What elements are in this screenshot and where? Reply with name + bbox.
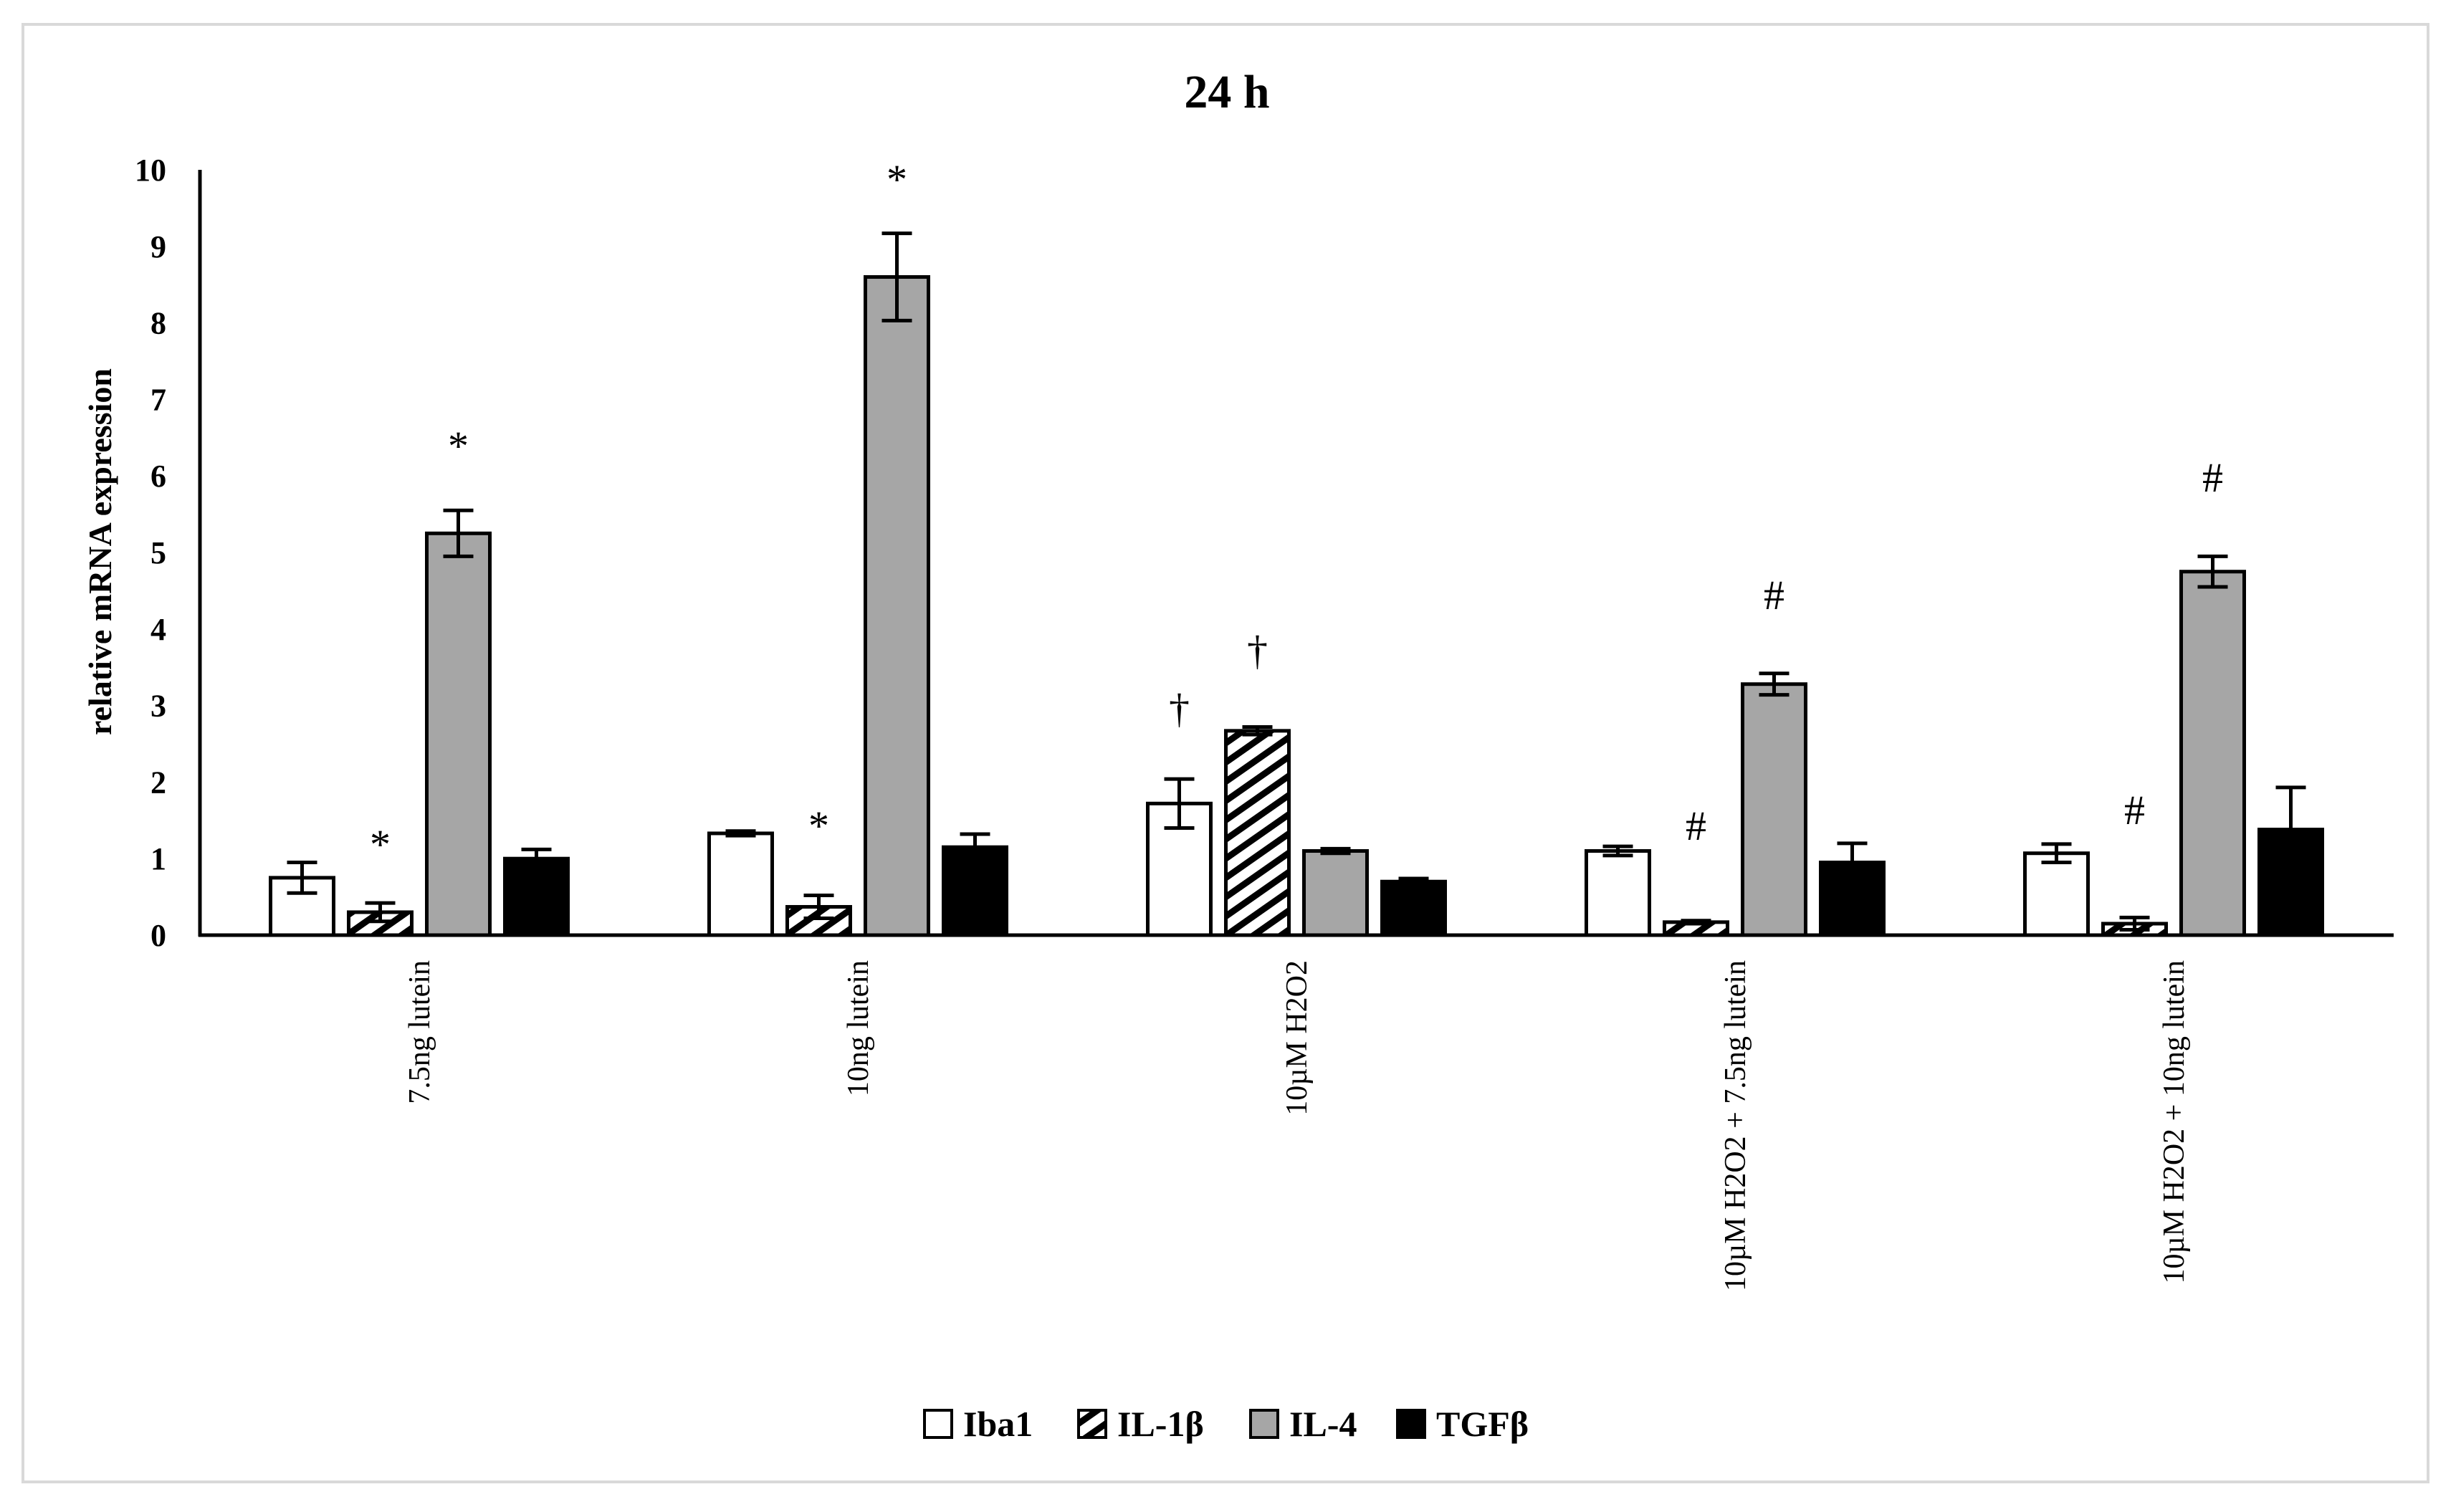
error-bar <box>725 829 756 838</box>
bar-tgf-0 <box>503 856 570 937</box>
bar-iba1-4 <box>2023 851 2090 937</box>
error-bar <box>443 508 474 558</box>
bar-tgf-2 <box>1380 879 1447 937</box>
y-tick-label: 0 <box>150 918 166 953</box>
legend-swatch-icon <box>923 1409 953 1439</box>
legend-swatch-icon <box>1249 1409 1279 1439</box>
x-axis-labels: 7.5ng lutein 10ng lutein 10µM H2O2 10µM H2O… <box>403 960 2191 1291</box>
error-bar <box>803 893 834 921</box>
legend-label: IL-4 <box>1289 1404 1357 1444</box>
error-bar <box>2041 842 2072 865</box>
significance-marker: † <box>1169 685 1190 732</box>
significance-marker: † <box>1247 627 1268 674</box>
error-bar <box>1602 844 1633 858</box>
error-bar <box>1759 671 1790 697</box>
legend: Iba1 IL-1β IL-4 TGFβ <box>923 1404 1529 1444</box>
y-tick-label: 3 <box>150 689 166 724</box>
error-bar <box>1164 777 1195 830</box>
y-tick-label: 9 <box>150 229 166 264</box>
legend-label: TGFβ <box>1436 1404 1529 1444</box>
error-bar <box>881 231 912 322</box>
error-bar <box>1398 876 1429 887</box>
error-bar <box>365 901 396 924</box>
y-axis-label: relative mRNA expression <box>82 368 118 735</box>
x-axis-category-label: 10µM H2O2 <box>1281 960 1314 1116</box>
y-tick-label: 8 <box>150 306 166 341</box>
legend-item-il4: IL-4 <box>1249 1404 1357 1444</box>
y-tick-label: 4 <box>150 612 166 647</box>
y-tick-label: 7 <box>150 382 166 417</box>
y-tick-label: 6 <box>150 459 166 494</box>
bars-group <box>269 231 2324 937</box>
bar-il4-4 <box>2179 570 2246 937</box>
error-bar <box>1242 725 1273 737</box>
bar-iba1-3 <box>1585 849 1651 937</box>
error-bar <box>2119 915 2150 932</box>
y-tick-label: 5 <box>150 535 166 570</box>
y-tick-label: 1 <box>150 841 166 876</box>
error-bar <box>1320 846 1351 856</box>
x-axis-category-label: 7.5ng lutein <box>403 960 436 1104</box>
significance-marker: # <box>2202 454 2223 501</box>
legend-label: Iba1 <box>963 1404 1033 1444</box>
error-bar <box>1681 919 1711 926</box>
bar-il1-2 <box>1224 729 1291 937</box>
significance-annotations: * * * * † † # # # # <box>370 156 2223 868</box>
error-bar <box>2275 785 2306 874</box>
legend-item-iba1: Iba1 <box>923 1404 1033 1444</box>
legend-item-il1: IL-1β <box>1077 1404 1204 1444</box>
legend-label: IL-1β <box>1117 1404 1204 1444</box>
significance-marker: * <box>887 156 907 203</box>
error-bar <box>287 861 317 895</box>
bar-iba1-1 <box>707 831 774 937</box>
bar-il4-1 <box>864 275 930 937</box>
legend-swatch-icon <box>1396 1409 1426 1439</box>
legend-swatch-icon <box>1077 1409 1107 1439</box>
x-axis-category-label: 10µM H2O2 + 7.5ng lutein <box>1719 960 1752 1291</box>
significance-marker: * <box>808 803 829 849</box>
x-axis-category-label: 10ng lutein <box>842 960 875 1096</box>
error-bar <box>2197 554 2228 589</box>
bar-il4-2 <box>1302 849 1369 937</box>
significance-marker: # <box>2124 787 2145 833</box>
significance-marker: # <box>1686 803 1706 849</box>
error-bar <box>960 832 990 862</box>
y-axis-ticks: 0 1 2 3 4 5 6 7 8 9 10 <box>135 153 166 953</box>
error-bar <box>521 847 552 870</box>
bar-il4-0 <box>425 531 492 937</box>
y-tick-label: 2 <box>150 765 166 800</box>
significance-marker: * <box>370 821 391 868</box>
significance-marker: # <box>1764 572 1784 618</box>
significance-marker: * <box>448 423 469 469</box>
bar-il4-3 <box>1741 682 1807 937</box>
error-bar <box>1837 841 1868 884</box>
y-tick-label: 10 <box>135 153 166 188</box>
legend-item-tgf: TGFβ <box>1396 1404 1529 1444</box>
x-axis-category-label: 10µM H2O2 + 10ng lutein <box>2158 960 2191 1284</box>
chart-title: 24 h <box>1184 66 1269 118</box>
